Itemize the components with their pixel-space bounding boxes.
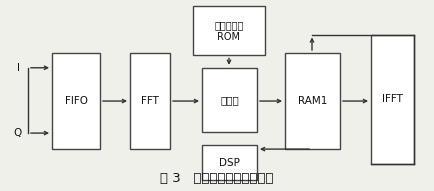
Bar xyxy=(371,35,414,164)
Bar xyxy=(193,6,265,55)
Bar xyxy=(202,145,257,180)
Text: FFT: FFT xyxy=(141,96,159,106)
Text: RAM1: RAM1 xyxy=(298,96,327,106)
Text: 滤波器系数
ROM: 滤波器系数 ROM xyxy=(214,20,243,42)
Text: Q: Q xyxy=(14,128,22,138)
Text: DSP: DSP xyxy=(219,158,240,168)
Text: I: I xyxy=(16,63,20,73)
Bar xyxy=(202,68,257,132)
Bar xyxy=(285,53,340,149)
Text: 乘法器: 乘法器 xyxy=(220,95,239,105)
Bar xyxy=(52,53,100,149)
Text: IFFT: IFFT xyxy=(382,94,403,104)
Text: 图 3   脉冲压缩模块的结构图: 图 3 脉冲压缩模块的结构图 xyxy=(160,172,274,185)
Text: FIFO: FIFO xyxy=(65,96,88,106)
Bar xyxy=(130,53,170,149)
